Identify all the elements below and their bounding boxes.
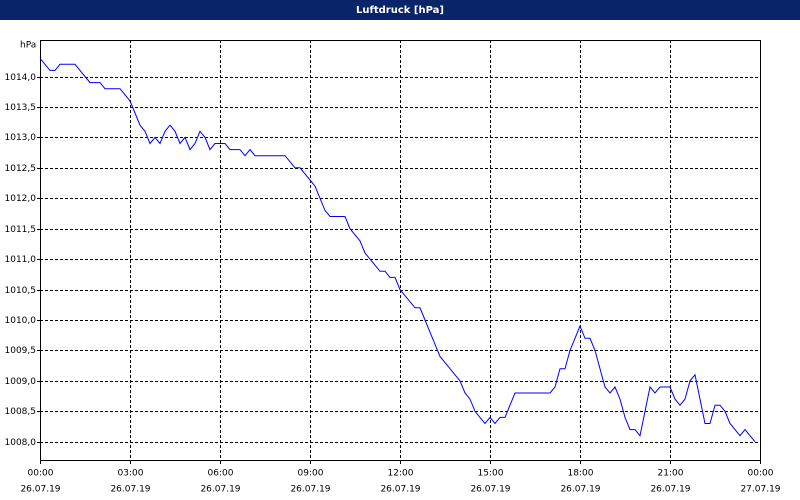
y-tick-label: 1010,5 bbox=[5, 286, 37, 296]
x-tick-label: 03:00 bbox=[118, 469, 144, 479]
y-tick-label: 1009,0 bbox=[5, 377, 37, 387]
y-tick-label: 1013,5 bbox=[5, 103, 37, 113]
y-tick-label: 1011,0 bbox=[5, 255, 37, 265]
x-tick-date: 26.07.19 bbox=[200, 485, 240, 495]
y-tick-label: 1010,0 bbox=[5, 316, 37, 326]
y-axis-label: hPa bbox=[20, 41, 36, 51]
chart-title: Luftdruck [hPa] bbox=[356, 5, 444, 16]
x-tick-date: 26.07.19 bbox=[290, 485, 330, 495]
x-tick-label: 00:00 bbox=[748, 469, 774, 479]
data-line bbox=[39, 57, 756, 443]
x-tick-date: 26.07.19 bbox=[470, 485, 510, 495]
y-tick-label: 1011,5 bbox=[5, 225, 37, 235]
x-tick-label: 12:00 bbox=[388, 469, 414, 479]
y-tick-label: 1008,5 bbox=[5, 407, 37, 417]
x-tick-date: 26.07.19 bbox=[650, 485, 690, 495]
y-tick-label: 1012,5 bbox=[5, 164, 37, 174]
x-tick-date: 26.07.19 bbox=[380, 485, 420, 495]
x-tick-label: 09:00 bbox=[298, 469, 324, 479]
x-tick-date: 26.07.19 bbox=[20, 485, 60, 495]
x-tick-date: 27.07.19 bbox=[740, 485, 780, 495]
x-tick-date: 26.07.19 bbox=[560, 485, 600, 495]
x-tick-label: 15:00 bbox=[478, 469, 504, 479]
x-tick-date: 26.07.19 bbox=[110, 485, 150, 495]
y-tick-label: 1013,0 bbox=[5, 133, 37, 143]
x-tick-label: 21:00 bbox=[658, 469, 684, 479]
y-tick-label: 1009,5 bbox=[5, 346, 37, 356]
y-tick-label: 1014,0 bbox=[5, 73, 37, 83]
title-bar bbox=[0, 0, 800, 20]
x-tick-label: 00:00 bbox=[28, 469, 54, 479]
x-tick-label: 06:00 bbox=[208, 469, 234, 479]
y-tick-label: 1012,0 bbox=[5, 194, 37, 204]
y-tick-label: 1008,0 bbox=[5, 438, 37, 448]
x-tick-label: 18:00 bbox=[568, 469, 594, 479]
